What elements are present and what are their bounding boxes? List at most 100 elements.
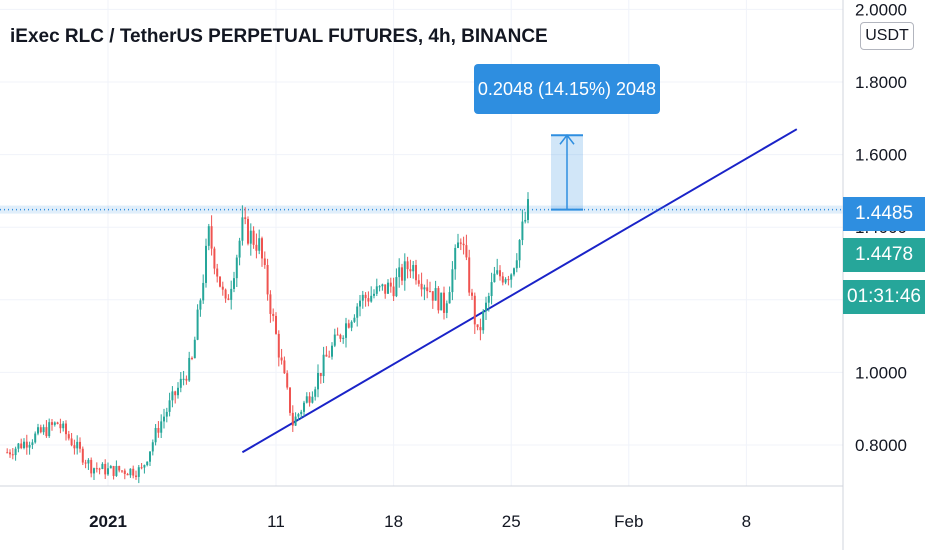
candle-body xyxy=(224,289,227,299)
candle-body xyxy=(6,452,9,454)
candle-body xyxy=(499,270,501,277)
candle-body xyxy=(249,230,252,244)
candle-body xyxy=(87,459,90,464)
candle-body xyxy=(233,278,235,289)
candle-body xyxy=(143,465,146,468)
candle-body xyxy=(429,291,431,293)
candle-body xyxy=(67,434,70,439)
candle-body xyxy=(524,219,527,222)
candle-body xyxy=(39,427,42,433)
candle-body xyxy=(314,389,317,397)
candle-body xyxy=(93,468,95,474)
candle-body xyxy=(303,402,305,412)
candle-body xyxy=(14,448,17,456)
candle-body xyxy=(272,313,275,316)
candle-body xyxy=(479,327,482,331)
candle-body xyxy=(507,279,510,281)
candle-body xyxy=(333,334,336,346)
candle-body xyxy=(527,199,529,220)
candle-body xyxy=(325,354,328,357)
alert-line[interactable] xyxy=(0,205,843,214)
candle-body xyxy=(191,357,193,359)
candle-body xyxy=(401,267,403,281)
candle-body xyxy=(53,422,56,425)
candle-body xyxy=(121,470,123,472)
candle-body xyxy=(221,286,224,290)
candle-body xyxy=(146,461,149,466)
x-tick-label: 25 xyxy=(502,512,521,531)
candle-body xyxy=(81,448,84,463)
candle-body xyxy=(487,296,490,303)
candle-body xyxy=(364,294,367,299)
chart-title: iExec RLC / TetherUS PERPETUAL FUTURES, … xyxy=(10,26,548,47)
candle-body xyxy=(241,217,244,241)
candle-body xyxy=(37,427,39,434)
candle-body xyxy=(118,466,121,471)
x-tick-label: 11 xyxy=(267,512,285,531)
candle-body xyxy=(258,238,261,251)
candle-body xyxy=(179,378,182,388)
candle-body xyxy=(135,475,137,477)
candle-body xyxy=(443,292,445,313)
x-tick-label: 18 xyxy=(384,512,403,531)
candle-body xyxy=(476,324,479,328)
candle-body xyxy=(213,248,216,269)
candle-body xyxy=(174,391,177,396)
candle-body xyxy=(252,230,255,245)
candle-body xyxy=(361,294,364,301)
candles xyxy=(6,192,529,484)
grid xyxy=(0,0,843,486)
candle-body xyxy=(283,360,286,374)
candle-body xyxy=(247,218,249,244)
candle-body xyxy=(219,276,221,287)
candle-body xyxy=(280,357,283,361)
candle-body xyxy=(157,427,160,433)
candle-body xyxy=(496,270,499,274)
candle-body xyxy=(291,412,294,426)
candle-body xyxy=(501,276,504,283)
candle-body xyxy=(513,268,515,275)
candle-body xyxy=(28,444,31,448)
last-price-tag: 1.4478 xyxy=(843,238,925,272)
candle-body xyxy=(504,279,507,283)
candle-body xyxy=(269,294,272,314)
candle-body xyxy=(255,244,258,251)
candle-body xyxy=(331,345,333,357)
candle-body xyxy=(515,260,518,269)
candle-body xyxy=(319,372,322,377)
candle-body xyxy=(154,427,157,443)
trendline[interactable] xyxy=(241,128,798,454)
candle-body xyxy=(73,445,76,449)
candle-body xyxy=(370,295,373,302)
candle-body xyxy=(9,452,11,455)
candle-body xyxy=(59,423,62,429)
candle-body xyxy=(168,400,171,412)
candle-body xyxy=(202,282,205,301)
candle-body xyxy=(216,268,219,277)
candle-body xyxy=(205,245,207,283)
candle-body xyxy=(42,427,45,433)
candle-body xyxy=(423,287,426,290)
candle-body xyxy=(468,257,471,293)
candle-body xyxy=(339,334,342,339)
candle-body xyxy=(384,284,387,294)
trendline-segment[interactable] xyxy=(241,128,798,454)
measure-tool[interactable] xyxy=(551,134,583,211)
candle-body xyxy=(112,466,115,476)
candle-body xyxy=(98,468,101,470)
candle-body xyxy=(277,333,280,358)
time-axis[interactable]: 2021 11 18 25 Feb 8 xyxy=(89,512,751,531)
candle-body xyxy=(308,396,311,403)
candle-body xyxy=(412,265,415,272)
currency-button[interactable]: USDT xyxy=(860,22,914,50)
candle-body xyxy=(373,293,375,296)
candle-body xyxy=(151,442,154,452)
candle-body xyxy=(227,298,230,300)
candle-body xyxy=(65,423,67,435)
candle-body xyxy=(230,288,233,300)
candle-body xyxy=(238,240,241,258)
candle-body xyxy=(25,441,28,448)
candle-body xyxy=(420,283,423,290)
